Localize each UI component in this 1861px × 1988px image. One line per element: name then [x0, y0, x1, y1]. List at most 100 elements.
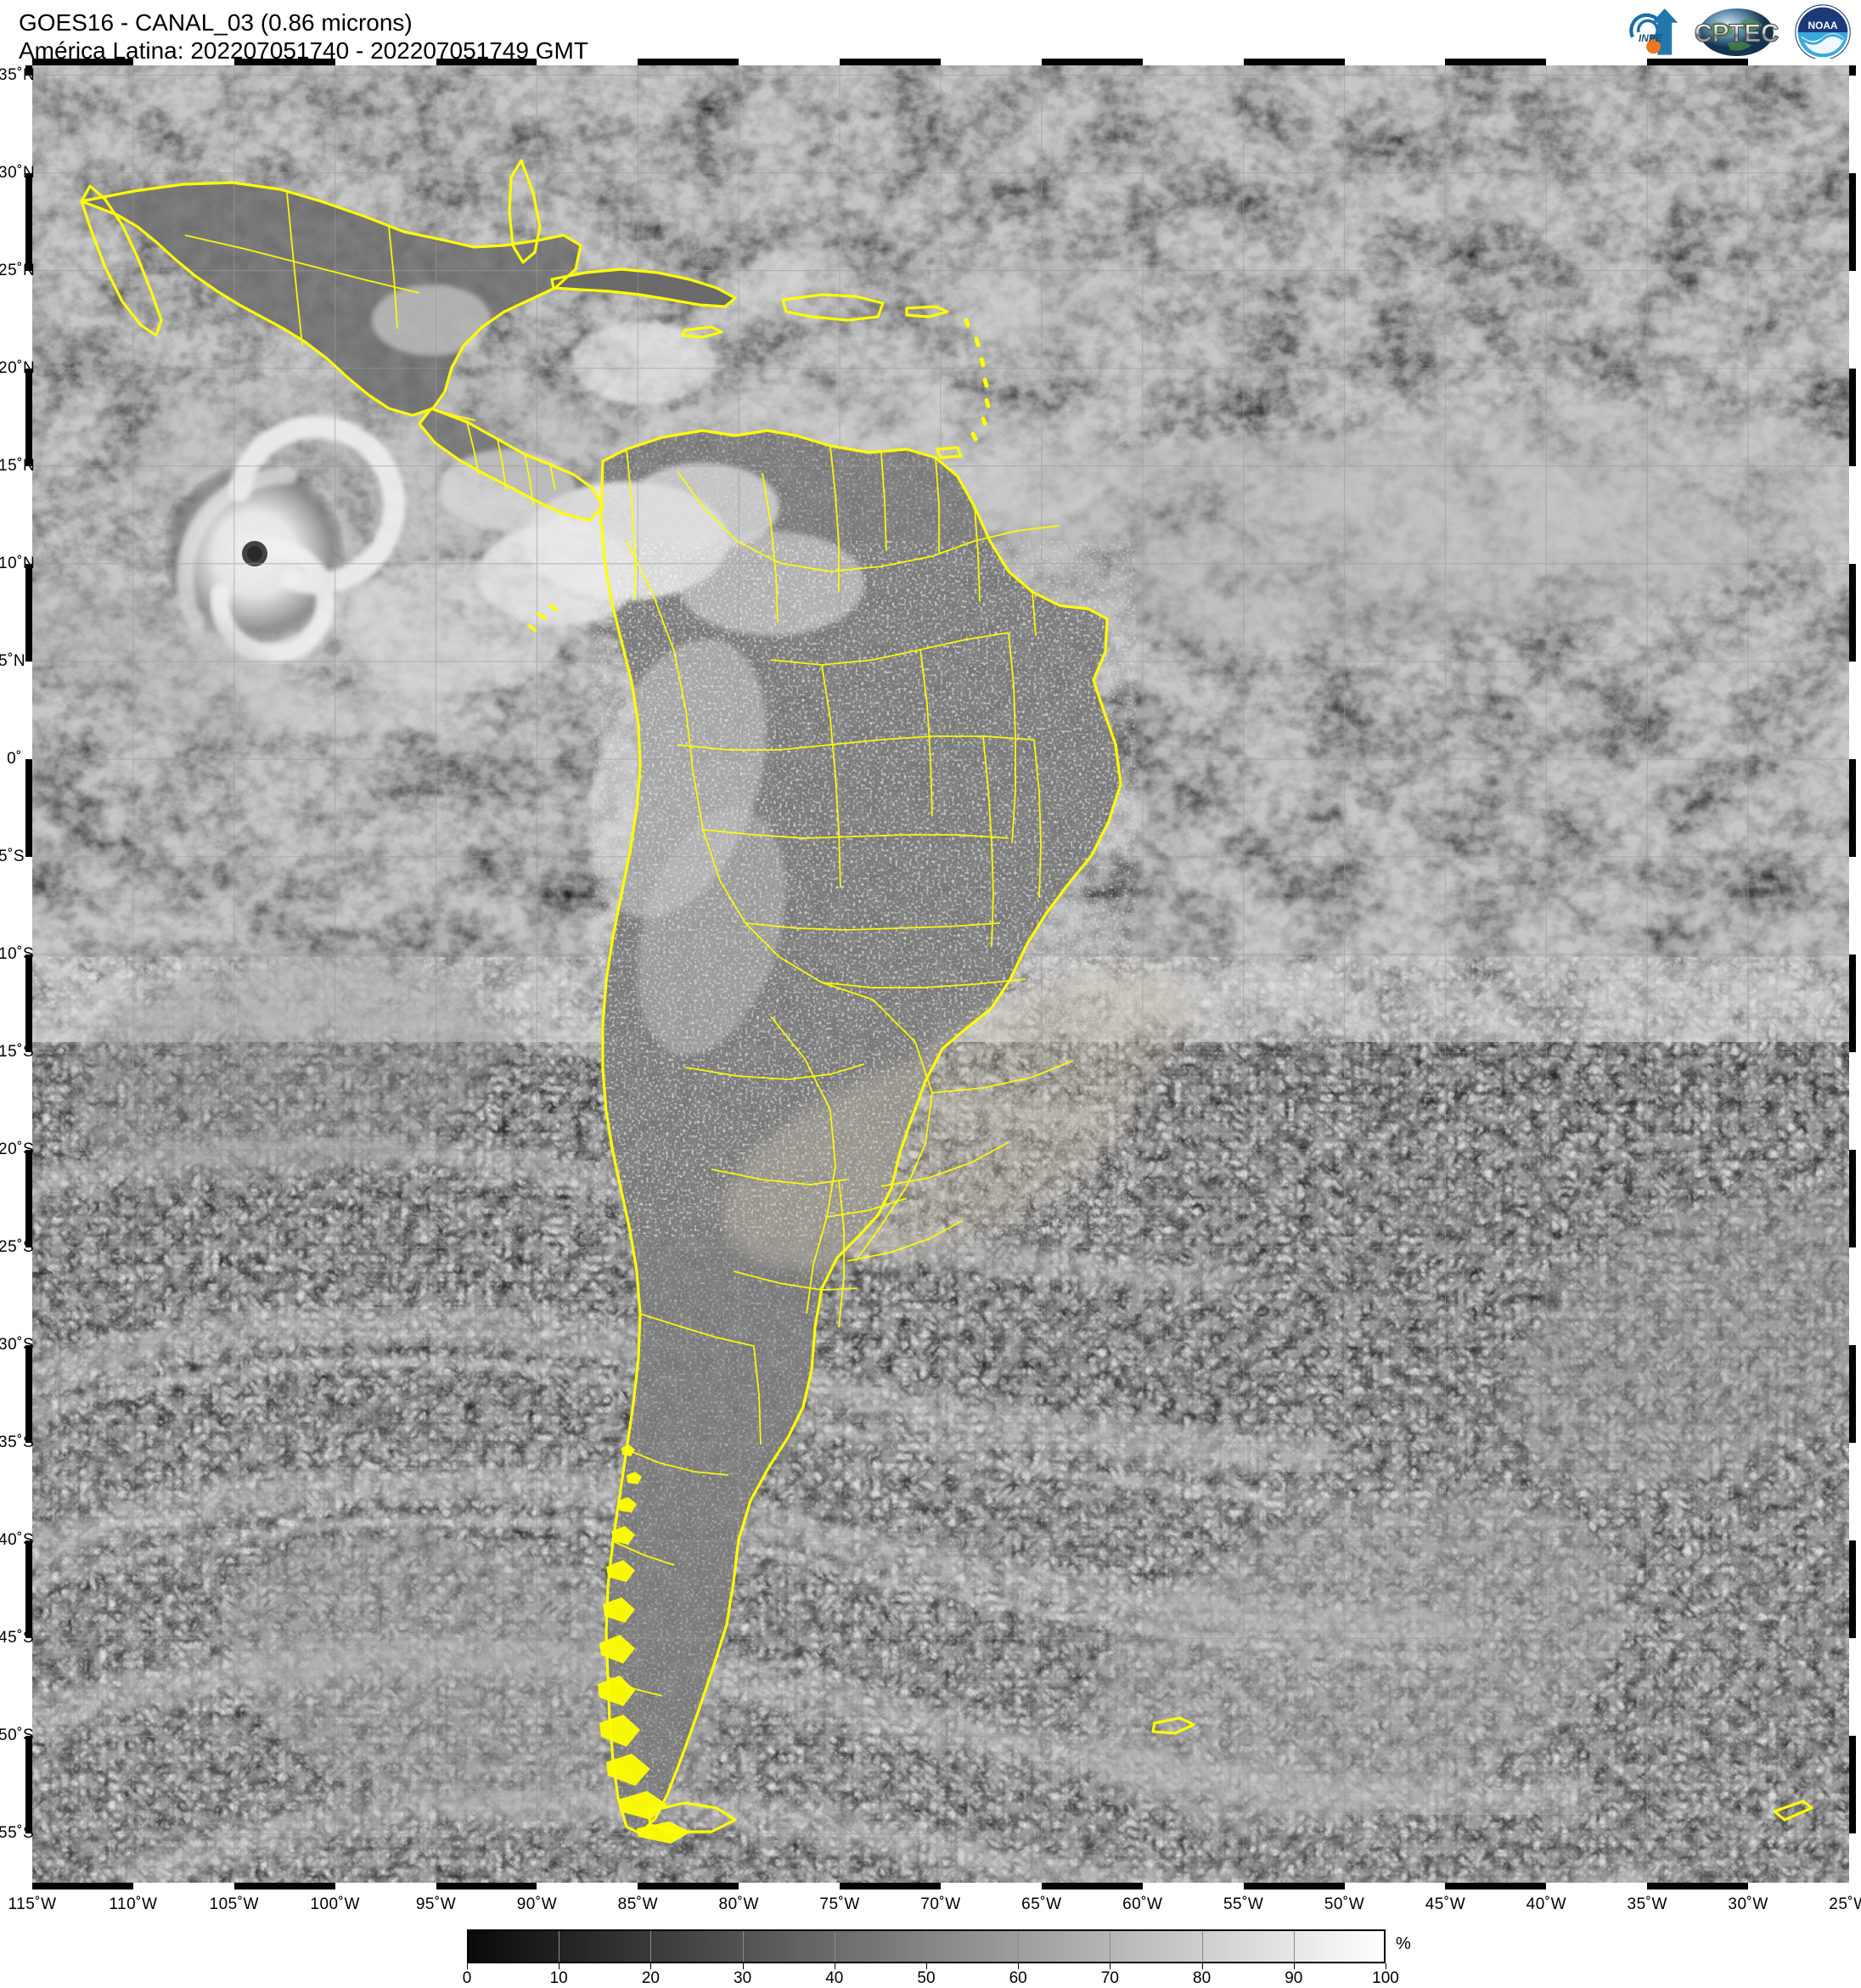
- longitude-axis-bottom: [32, 1883, 1849, 1889]
- axis-tick-segment: [32, 1883, 133, 1889]
- page-title: GOES16 - CANAL_03 (0.86 microns): [19, 9, 413, 36]
- axis-tick-segment: [1849, 1345, 1856, 1444]
- axis-tick-segment: [25, 65, 32, 76]
- axis-tick-segment: [1243, 1883, 1345, 1889]
- colorbar-gridline: [1201, 1931, 1203, 1962]
- latitude-axis-left: [25, 65, 32, 1883]
- axis-tick-segment: [638, 59, 739, 65]
- colorbar-gridline: [1018, 1931, 1020, 1962]
- axis-tick-segment: [25, 1150, 32, 1248]
- axis-tick-segment: [1849, 1150, 1856, 1248]
- longitude-tick-label: 40˚W: [1526, 1895, 1567, 1913]
- svg-text:NOAA: NOAA: [1808, 20, 1837, 31]
- satellite-image-map: [32, 65, 1849, 1883]
- latitude-tick-label: 5˚S: [0, 847, 25, 865]
- colorbar-gridline: [926, 1931, 927, 1962]
- colorbar-gridline: [742, 1931, 744, 1962]
- axis-tick-segment: [233, 59, 335, 65]
- axis-tick-segment: [840, 1883, 941, 1889]
- colorbar-tick-label: 50: [917, 1969, 936, 1987]
- axis-tick-segment: [233, 1883, 335, 1889]
- longitude-tick-label: 75˚W: [819, 1895, 860, 1913]
- colorbar-gridline: [1293, 1931, 1295, 1962]
- axis-tick-segment: [25, 1540, 32, 1639]
- axis-tick-segment: [1849, 758, 1856, 857]
- latitude-tick-label: 10˚S: [0, 944, 35, 963]
- political-borders: [184, 192, 1074, 1697]
- colorbar-tick-label: 20: [641, 1969, 660, 1987]
- longitude-tick-label: 115˚W: [8, 1895, 57, 1913]
- axis-tick-segment: [1849, 65, 1856, 76]
- axis-tick-segment: [32, 59, 133, 65]
- colorbar-tick: [650, 1963, 652, 1969]
- axis-tick-segment: [1849, 172, 1856, 271]
- axis-tick-segment: [25, 563, 32, 662]
- axis-tick-segment: [840, 59, 941, 65]
- longitude-tick-label: 30˚W: [1728, 1895, 1768, 1913]
- header-bar: GOES16 - CANAL_03 (0.86 microns) América…: [0, 0, 1861, 65]
- latitude-tick-label: 50˚S: [0, 1726, 35, 1745]
- latitude-tick-label: 30˚S: [0, 1336, 35, 1354]
- latitude-tick-label: 15˚N: [0, 456, 36, 475]
- colorbar-tick: [1201, 1963, 1203, 1969]
- coastline-overlay: [80, 159, 1813, 1835]
- cptec-logo: CPTEC: [1694, 8, 1779, 56]
- longitude-tick-label: 25˚W: [1829, 1895, 1861, 1913]
- latitude-tick-label: 30˚N: [0, 163, 36, 182]
- colorbar-tick-label: 40: [825, 1969, 844, 1987]
- longitude-tick-label: 110˚W: [109, 1895, 158, 1913]
- latitude-tick-label: 35˚S: [0, 1433, 35, 1452]
- colorbar-gridline: [650, 1931, 652, 1962]
- tropical-cyclone: [163, 415, 406, 663]
- colorbar-tick-label: 10: [549, 1969, 568, 1987]
- axis-tick-segment: [436, 59, 537, 65]
- longitude-tick-label: 85˚W: [617, 1895, 659, 1913]
- colorbar-tick-label: 60: [1009, 1969, 1027, 1987]
- colorbar-tick-label: 90: [1285, 1969, 1303, 1987]
- longitude-tick-label: 100˚W: [310, 1895, 360, 1913]
- latitude-tick-label: 35˚N: [0, 65, 36, 84]
- colorbar-tick-label: 70: [1100, 1969, 1119, 1987]
- longitude-tick-label: 95˚W: [415, 1895, 457, 1913]
- latitude-tick-label: 20˚S: [0, 1140, 35, 1159]
- axis-tick-segment: [25, 1736, 32, 1834]
- axis-tick-segment: [1849, 1736, 1856, 1834]
- axis-tick-segment: [1445, 59, 1547, 65]
- colorbar-tick-label: 80: [1193, 1969, 1212, 1987]
- latitude-tick-label: 5˚N: [0, 651, 26, 670]
- axis-tick-segment: [638, 1883, 739, 1889]
- longitude-tick-label: 35˚W: [1627, 1895, 1667, 1913]
- colorbar-tick: [926, 1963, 927, 1969]
- title-block: GOES16 - CANAL_03 (0.86 microns) América…: [19, 8, 588, 65]
- logo-group: INPE CPTEC: [1621, 2, 1853, 63]
- axis-tick-segment: [1849, 368, 1856, 466]
- axis-tick-segment: [1849, 563, 1856, 662]
- longitude-tick-label: 60˚W: [1122, 1895, 1163, 1913]
- svg-text:INPE: INPE: [1639, 32, 1663, 44]
- longitude-tick-label: 70˚W: [920, 1895, 961, 1913]
- latitude-axis-right: [1849, 65, 1856, 1883]
- latitude-tick-label: 25˚N: [0, 261, 36, 279]
- axis-tick-segment: [1849, 1540, 1856, 1639]
- colorbar-tick-label: 0: [462, 1969, 472, 1987]
- axis-tick-segment: [25, 954, 32, 1053]
- colorbar-tick: [742, 1963, 744, 1969]
- colorbar: % 0 10 20 30 40 50 60 70 80 90 100: [463, 1929, 1411, 1987]
- axis-tick-segment: [1647, 1883, 1749, 1889]
- axis-tick-segment: [1041, 1883, 1143, 1889]
- axis-tick-segment: [25, 758, 32, 857]
- axis-tick-segment: [1849, 954, 1856, 1053]
- latitude-tick-label: 15˚S: [0, 1043, 35, 1062]
- axis-tick-segment: [1243, 59, 1345, 65]
- axis-tick-segment: [1445, 1883, 1547, 1889]
- longitude-axis-top: [32, 59, 1849, 65]
- axis-tick-segment: [25, 1345, 32, 1444]
- noaa-logo: NOAA: [1794, 3, 1852, 61]
- colorbar-tick-label: 30: [734, 1969, 752, 1987]
- longitude-tick-label: 80˚W: [718, 1895, 759, 1913]
- graticule: [32, 65, 1849, 1883]
- axis-tick-segment: [1041, 59, 1143, 65]
- colorbar-unit-label: %: [1396, 1934, 1411, 1953]
- map-canvas: [32, 65, 1849, 1883]
- colorbar-tick: [1293, 1963, 1295, 1969]
